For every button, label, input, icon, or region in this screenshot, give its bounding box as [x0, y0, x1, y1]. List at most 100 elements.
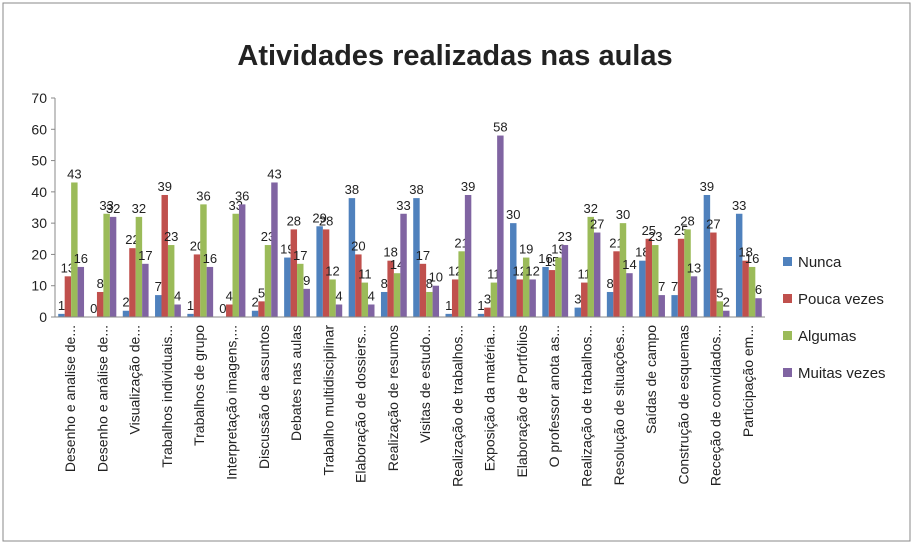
- x-tick-label: Debates nas aulas: [288, 325, 304, 441]
- bar: [587, 216, 594, 317]
- x-tick-label: Exposição da matéria...: [482, 325, 498, 471]
- bar: [561, 245, 569, 317]
- x-tick-label: Saídas de campo: [643, 325, 659, 434]
- data-label: 20: [351, 238, 365, 253]
- bar: [297, 263, 304, 317]
- bar: [703, 194, 711, 317]
- bar: [64, 276, 72, 317]
- data-label: 30: [506, 207, 520, 222]
- data-label: 14: [622, 257, 636, 272]
- data-label: 36: [235, 188, 249, 203]
- bar: [193, 254, 201, 317]
- data-label: 10: [429, 270, 443, 285]
- data-label: 36: [196, 188, 210, 203]
- bar: [284, 257, 291, 317]
- data-label: 28: [319, 213, 333, 228]
- bar: [748, 266, 756, 317]
- data-label: 4: [335, 288, 342, 303]
- data-label: 1: [58, 298, 65, 313]
- x-tick-label: Realização de trabalhos...: [579, 325, 595, 487]
- bar: [142, 263, 149, 317]
- data-label: 39: [700, 179, 714, 194]
- data-label: 0: [219, 301, 226, 316]
- bar: [226, 304, 233, 317]
- bar: [652, 245, 659, 317]
- bar: [316, 226, 323, 317]
- bar: [329, 279, 336, 317]
- bar: [238, 204, 246, 317]
- bar: [581, 282, 588, 317]
- data-label: 2: [122, 295, 129, 310]
- data-label: 23: [558, 229, 572, 244]
- bar: [497, 135, 504, 317]
- legend-label: Nunca: [798, 254, 842, 271]
- bar: [187, 313, 194, 317]
- data-label: 32: [583, 201, 597, 216]
- data-label: 18: [738, 245, 752, 260]
- data-label: 18: [383, 245, 397, 260]
- y-tick-label: 60: [31, 121, 47, 137]
- x-tick-label: Visualização de...: [127, 325, 143, 434]
- bar: [135, 216, 143, 317]
- x-tick-label: Visitas de estudo...: [417, 325, 433, 443]
- data-label: 3: [574, 292, 581, 307]
- bar: [109, 216, 117, 317]
- bar: [200, 204, 207, 317]
- y-tick-label: 20: [31, 246, 47, 262]
- x-tick-label: Realização de resumos: [385, 325, 401, 471]
- bar: [710, 232, 717, 317]
- bar: [393, 273, 401, 317]
- x-tick-label: Realização de trabalhos...: [449, 325, 465, 487]
- x-tick-label: Desenho e analise de...: [62, 325, 78, 472]
- bar: [510, 223, 517, 317]
- data-label: 38: [345, 182, 359, 197]
- data-label: 5: [716, 285, 723, 300]
- bar: [639, 260, 646, 317]
- bar: [174, 304, 181, 317]
- bar: [684, 229, 691, 317]
- bar: [555, 257, 562, 317]
- bar: [723, 310, 730, 317]
- bar: [742, 260, 749, 317]
- bar: [522, 257, 530, 317]
- data-label: 4: [226, 288, 233, 303]
- data-label: 30: [616, 207, 630, 222]
- data-label: 8: [426, 276, 433, 291]
- bar: [361, 282, 369, 317]
- data-label: 7: [658, 279, 665, 294]
- bar: [464, 194, 472, 317]
- bar: [606, 291, 614, 317]
- legend-swatch: [783, 368, 792, 377]
- y-tick-label: 50: [31, 153, 47, 169]
- bar: [380, 291, 388, 317]
- x-tick-label: Receção de convidados...: [708, 325, 724, 486]
- bar: [574, 307, 582, 317]
- legend-swatch: [783, 294, 792, 303]
- bar: [516, 279, 523, 317]
- x-tick-label: Resolução de situações...: [611, 325, 627, 485]
- data-label: 11: [358, 267, 372, 282]
- data-label: 1: [445, 298, 452, 313]
- data-label: 39: [461, 179, 475, 194]
- x-tick-label: Desenho e análise de...: [94, 325, 110, 472]
- data-label: 6: [755, 282, 762, 297]
- bar: [322, 229, 330, 317]
- data-label: 33: [396, 198, 410, 213]
- bar: [458, 251, 465, 317]
- data-label: 4: [368, 288, 375, 303]
- bar: [77, 266, 85, 317]
- bar: [335, 304, 343, 317]
- x-tick-label: Trabalhos individuais...: [159, 325, 175, 468]
- bar: [400, 213, 407, 317]
- x-tick-label: Interpretação imagens,...: [224, 325, 240, 480]
- data-label: 12: [525, 263, 539, 278]
- bar: [432, 285, 440, 317]
- data-label: 19: [519, 242, 533, 257]
- y-tick-label: 30: [31, 215, 47, 231]
- data-label: 5: [258, 285, 265, 300]
- data-label: 29: [312, 210, 326, 225]
- bar: [258, 301, 265, 317]
- bar: [658, 295, 665, 317]
- data-label: 9: [303, 273, 310, 288]
- data-label: 1: [477, 298, 484, 313]
